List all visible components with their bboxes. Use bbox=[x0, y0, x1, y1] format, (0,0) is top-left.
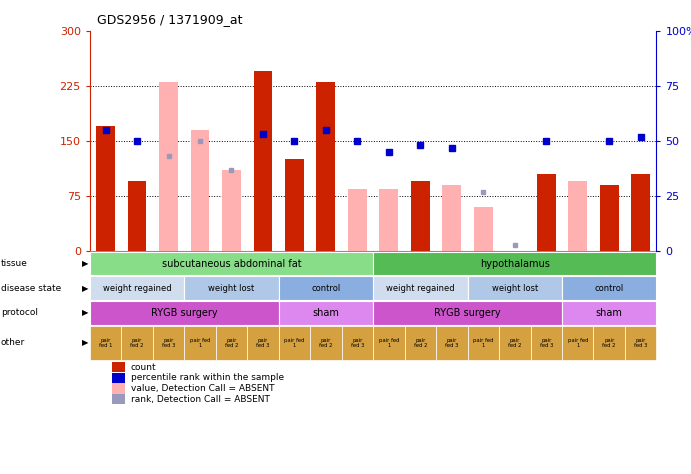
Bar bbox=[499, 326, 531, 360]
Text: RYGB surgery: RYGB surgery bbox=[151, 308, 218, 318]
Text: subcutaneous abdominal fat: subcutaneous abdominal fat bbox=[162, 258, 301, 269]
Bar bbox=[568, 182, 587, 251]
Bar bbox=[379, 189, 398, 251]
Bar bbox=[562, 326, 594, 360]
Bar bbox=[113, 394, 125, 404]
Bar bbox=[405, 326, 436, 360]
Text: pair
fed 2: pair fed 2 bbox=[508, 337, 522, 348]
Text: ▶: ▶ bbox=[82, 338, 88, 347]
Bar bbox=[247, 326, 278, 360]
Bar bbox=[113, 362, 125, 372]
Bar bbox=[128, 182, 146, 251]
Bar bbox=[285, 159, 304, 251]
Bar bbox=[222, 171, 241, 251]
Text: control: control bbox=[312, 284, 341, 292]
Text: hypothalamus: hypothalamus bbox=[480, 258, 550, 269]
Bar bbox=[468, 326, 499, 360]
Bar bbox=[562, 301, 656, 325]
Bar bbox=[436, 326, 468, 360]
Bar bbox=[373, 326, 405, 360]
Text: pair
fed 3: pair fed 3 bbox=[540, 337, 553, 348]
Text: pair
fed 3: pair fed 3 bbox=[351, 337, 364, 348]
Text: ▶: ▶ bbox=[82, 309, 88, 317]
Bar bbox=[625, 326, 656, 360]
Text: pair
fed 2: pair fed 2 bbox=[319, 337, 332, 348]
Text: count: count bbox=[131, 363, 156, 372]
Bar bbox=[373, 252, 656, 275]
Text: percentile rank within the sample: percentile rank within the sample bbox=[131, 374, 284, 382]
Text: sham: sham bbox=[312, 308, 339, 318]
Bar bbox=[411, 182, 430, 251]
Bar bbox=[531, 326, 562, 360]
Bar bbox=[90, 301, 278, 325]
Bar bbox=[153, 326, 184, 360]
Text: pair fed
1: pair fed 1 bbox=[284, 337, 305, 348]
Bar bbox=[341, 326, 373, 360]
Text: pair
fed 1: pair fed 1 bbox=[99, 337, 113, 348]
Bar bbox=[600, 185, 618, 251]
Bar bbox=[254, 71, 272, 251]
Bar bbox=[474, 207, 493, 251]
Bar bbox=[278, 326, 310, 360]
Bar bbox=[594, 326, 625, 360]
Text: pair
fed 3: pair fed 3 bbox=[634, 337, 647, 348]
Text: pair fed
1: pair fed 1 bbox=[379, 337, 399, 348]
Bar bbox=[90, 326, 122, 360]
Bar bbox=[537, 174, 556, 251]
Text: pair fed
1: pair fed 1 bbox=[190, 337, 210, 348]
Bar bbox=[278, 301, 373, 325]
Text: ▶: ▶ bbox=[82, 259, 88, 268]
Text: pair
fed 2: pair fed 2 bbox=[225, 337, 238, 348]
Text: sham: sham bbox=[596, 308, 623, 318]
Text: weight lost: weight lost bbox=[209, 284, 254, 292]
Text: weight lost: weight lost bbox=[492, 284, 538, 292]
Text: weight regained: weight regained bbox=[386, 284, 455, 292]
Bar bbox=[90, 252, 373, 275]
Text: pair
fed 3: pair fed 3 bbox=[445, 337, 459, 348]
Text: value, Detection Call = ABSENT: value, Detection Call = ABSENT bbox=[131, 384, 274, 393]
Bar bbox=[316, 82, 335, 251]
Text: pair fed
1: pair fed 1 bbox=[473, 337, 493, 348]
Bar bbox=[184, 326, 216, 360]
Bar bbox=[373, 301, 562, 325]
Bar bbox=[122, 326, 153, 360]
Bar bbox=[113, 373, 125, 383]
Text: control: control bbox=[595, 284, 624, 292]
Bar bbox=[216, 326, 247, 360]
Bar bbox=[442, 185, 462, 251]
Bar bbox=[373, 276, 468, 300]
Text: other: other bbox=[1, 338, 25, 347]
Text: pair
fed 3: pair fed 3 bbox=[256, 337, 269, 348]
Bar bbox=[310, 326, 341, 360]
Text: weight regained: weight regained bbox=[103, 284, 171, 292]
Bar bbox=[159, 82, 178, 251]
Bar bbox=[348, 189, 367, 251]
Bar bbox=[191, 130, 209, 251]
Bar bbox=[96, 127, 115, 251]
Text: pair fed
1: pair fed 1 bbox=[567, 337, 588, 348]
Text: GDS2956 / 1371909_at: GDS2956 / 1371909_at bbox=[97, 13, 243, 26]
Bar bbox=[468, 276, 562, 300]
Text: ▶: ▶ bbox=[82, 284, 88, 292]
Bar bbox=[90, 276, 184, 300]
Bar bbox=[184, 276, 278, 300]
Text: tissue: tissue bbox=[1, 259, 28, 268]
Text: pair
fed 2: pair fed 2 bbox=[603, 337, 616, 348]
Text: pair
fed 2: pair fed 2 bbox=[414, 337, 427, 348]
Text: RYGB surgery: RYGB surgery bbox=[434, 308, 501, 318]
Text: rank, Detection Call = ABSENT: rank, Detection Call = ABSENT bbox=[131, 395, 269, 403]
Bar bbox=[632, 174, 650, 251]
Bar bbox=[113, 383, 125, 393]
Text: pair
fed 2: pair fed 2 bbox=[131, 337, 144, 348]
Text: protocol: protocol bbox=[1, 309, 38, 317]
Text: disease state: disease state bbox=[1, 284, 61, 292]
Bar bbox=[562, 276, 656, 300]
Text: pair
fed 3: pair fed 3 bbox=[162, 337, 176, 348]
Bar bbox=[278, 276, 373, 300]
